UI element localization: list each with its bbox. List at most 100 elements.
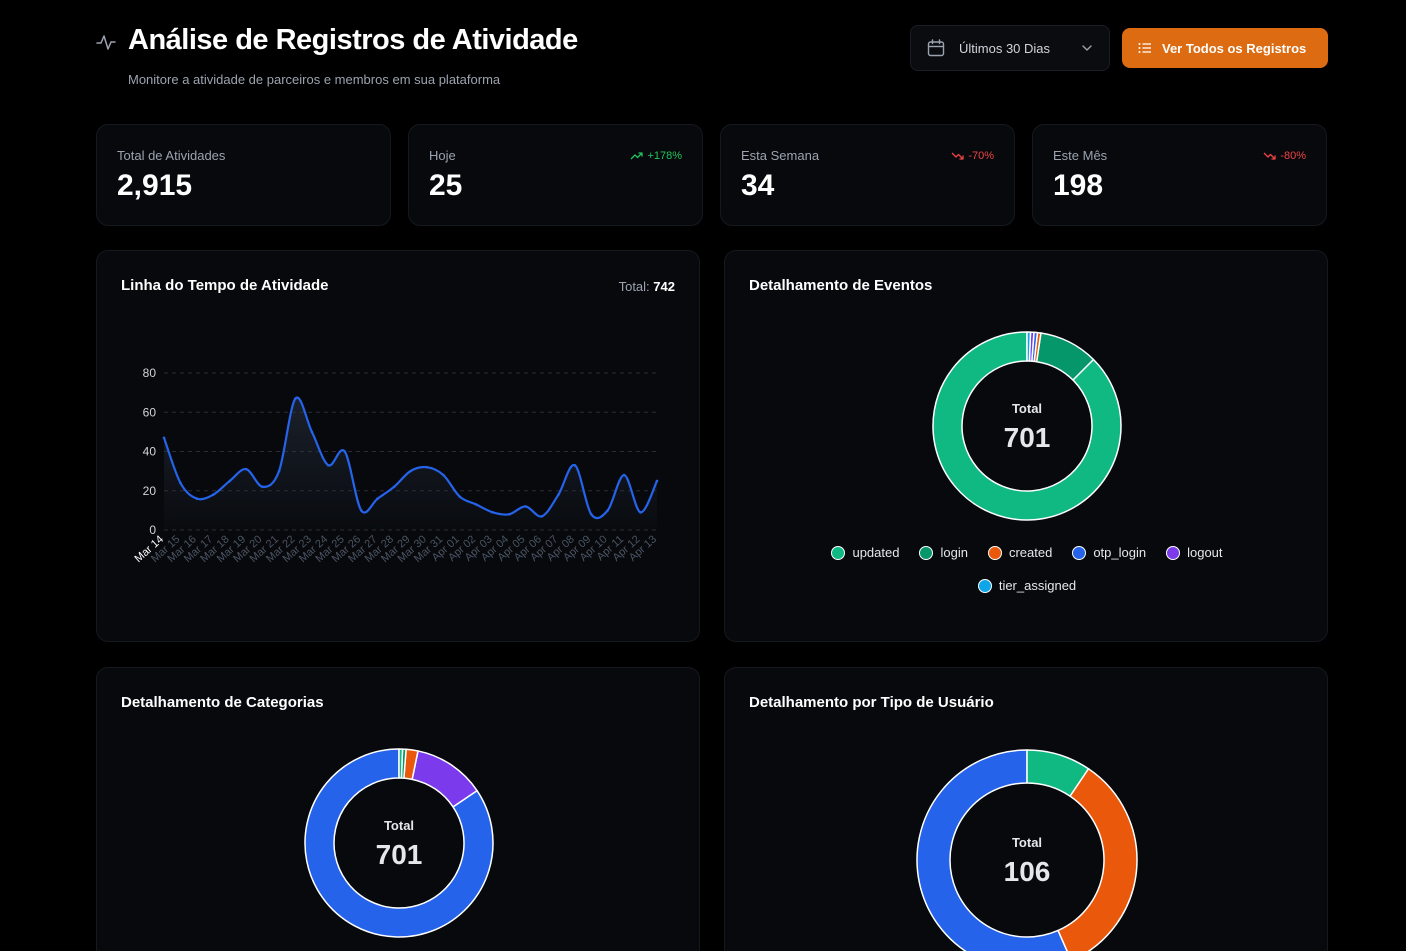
timeline-point [277,469,281,473]
timeline-point [212,493,215,496]
view-all-logs-button[interactable]: Ver Todos os Registros [1122,28,1328,68]
event-legend: updated login created otp_login logout t… [785,545,1269,611]
event-breakdown-panel: Detalhamento de Eventos Total 701 update… [724,250,1328,642]
timeline-point [376,497,379,500]
legend-label: logout [1187,545,1223,560]
legend-item-created[interactable]: created [987,545,1053,560]
event-slice-5[interactable] [1026,331,1032,362]
list-icon [1138,43,1151,53]
legend-label: created [1008,545,1053,560]
stat-card-total: Total de Atividades 2,915 [96,124,391,226]
legend-item-updated[interactable]: updated [831,545,899,560]
donut-total-label: Total [383,818,415,833]
legend-swatch [1072,545,1087,560]
donut-center: Total 701 [349,818,449,871]
user-type-slice-0[interactable] [916,749,1071,951]
trending-down-icon [951,152,964,160]
stat-value: 198 [1053,169,1104,202]
timeline-point [179,481,182,485]
date-range-label: Últimos 30 Dias [959,40,1051,56]
calendar-icon [927,39,945,57]
legend-label: updated [852,545,900,560]
total-value: 742 [653,279,675,294]
timeline-area [164,397,657,530]
donut-center: Total 701 [977,401,1077,454]
user-type-slice-2[interactable] [1026,749,1090,797]
legend-item-login[interactable]: login [919,545,968,560]
stat-label: Hoje [429,148,456,163]
y-tick-label: 20 [143,484,157,498]
timeline-point [228,479,232,483]
panel-title: Detalhamento de Categorias [121,694,324,711]
user-type-breakdown-donut[interactable] [725,668,1329,951]
timeline-point [327,463,330,467]
timeline-point [655,479,659,483]
y-tick-label: 60 [143,405,157,419]
category-slice-0[interactable] [304,748,494,938]
panel-title: Linha do Tempo de Atividade [121,277,329,294]
trend-badge: -70% [951,150,994,162]
trend-value: -70% [968,150,994,162]
legend-swatch [987,545,1002,560]
timeline-point [507,513,511,516]
legend-swatch [831,545,846,560]
category-slice-4[interactable] [398,748,404,779]
timeline-point [261,485,264,489]
donut-total-value: 106 [1003,856,1051,887]
timeline-point [392,485,396,489]
panel-title: Detalhamento por Tipo de Usuário [749,694,994,711]
stat-value: 2,915 [117,169,193,202]
trending-up-icon [630,152,644,160]
chevron-down-icon [1082,45,1092,51]
event-breakdown-donut[interactable] [725,251,1329,643]
stat-card-week: Esta Semana 34 -70% [720,124,1015,226]
timeline-point [294,397,297,400]
timeline-point [589,513,593,516]
trending-down-icon [1263,152,1276,160]
date-range-select[interactable]: Últimos 30 Dias [910,25,1110,71]
timeline-point [524,505,527,508]
timeline-point [573,463,577,467]
activity-timeline-panel: Linha do Tempo de Atividade Total: 742 0… [96,250,700,642]
trend-value: +178% [647,150,682,162]
timeline-point [557,493,560,496]
stat-value: 25 [429,169,463,202]
timeline-point [310,430,314,434]
timeline-point [244,467,248,471]
legend-label: tier_assigned [998,578,1077,593]
legend-swatch [919,545,934,560]
activity-icon [96,35,116,50]
stat-label: Este Mês [1053,148,1108,163]
trend-badge: +178% [630,150,682,162]
donut-total-label: Total [1011,835,1043,850]
legend-item-tier-assigned[interactable]: tier_assigned [977,578,1077,593]
donut-center: Total 106 [977,835,1077,888]
legend-swatch [1166,545,1181,560]
category-breakdown-donut[interactable] [97,668,701,951]
timeline-point [343,450,347,453]
donut-total-value: 701 [1003,422,1051,453]
donut-total-label: Total [1011,401,1043,416]
timeline-point [162,436,166,440]
timeline-point [409,469,412,473]
timeline-point [442,473,445,477]
legend-item-logout[interactable]: logout [1166,545,1223,560]
timeline-point [359,509,363,512]
donut-total-value: 701 [375,839,423,870]
panel-title: Detalhamento de Eventos [749,277,933,294]
view-all-logs-label: Ver Todos os Registros [1162,40,1307,56]
legend-label: otp_login [1093,545,1147,560]
page-subtitle: Monitore a atividade de parceiros e memb… [128,72,501,87]
user-type-breakdown-panel: Detalhamento por Tipo de Usuário Total 1… [724,667,1328,951]
timeline-point [195,497,199,500]
timeline-point [491,511,494,514]
legend-swatch [977,578,992,593]
total-label: Total: [618,279,650,294]
legend-item-otp-login[interactable]: otp_login [1072,545,1146,560]
stat-value: 34 [741,169,775,202]
stat-label: Total de Atividades [117,148,226,163]
timeline-point [540,514,544,518]
timeline-point [622,473,626,477]
